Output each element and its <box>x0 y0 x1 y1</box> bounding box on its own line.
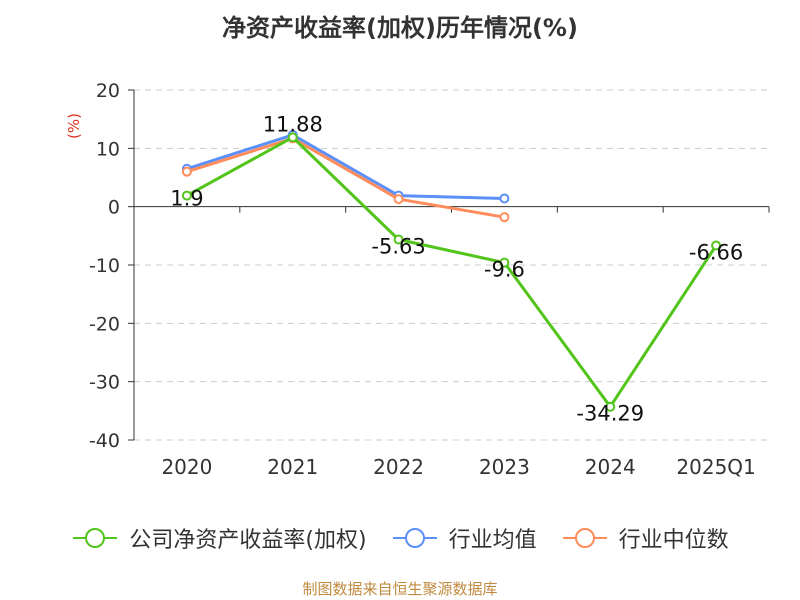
data-point <box>287 132 298 143</box>
x-tick-label: 2022 <box>373 455 424 479</box>
data-source-note: 制图数据来自恒生聚源数据库 <box>302 580 498 598</box>
data-label: -9.6 <box>484 258 525 282</box>
y-tick-label: -40 <box>89 430 120 452</box>
data-point <box>605 401 616 412</box>
legend-label-company-roe: 公司净资产收益率(加权) <box>129 528 367 553</box>
y-tick-label: 20 <box>96 80 120 102</box>
x-tick-label: 2023 <box>479 455 530 479</box>
series-line <box>186 133 505 200</box>
legend-line-marker-icon <box>392 528 437 548</box>
data-point <box>393 234 404 245</box>
legend-line-marker-icon <box>562 528 607 548</box>
data-label: -5.63 <box>371 235 425 259</box>
x-tick-label: 2025Q1 <box>676 455 755 479</box>
legend-label-industry-median: 行业中位数 <box>618 528 729 553</box>
y-tick-label: 10 <box>96 138 120 160</box>
data-point <box>499 193 510 204</box>
legend-line-marker-icon <box>73 528 118 548</box>
y-axis-label: (%) <box>65 113 83 139</box>
data-point <box>181 166 192 177</box>
chart-legend: 公司净资产收益率(加权) 行业均值 行业中位数 <box>0 520 800 556</box>
y-tick-label: -20 <box>89 313 120 335</box>
y-tick-label: -30 <box>89 372 120 394</box>
chart-title: 净资产收益率(加权)历年情况(%) <box>222 14 578 42</box>
data-label: 11.88 <box>263 112 323 136</box>
x-tick-label: 2020 <box>161 455 212 479</box>
y-tick-label: 0 <box>108 197 120 219</box>
x-tick-label: 2021 <box>267 455 318 479</box>
x-tick-label: 2024 <box>585 455 636 479</box>
data-point <box>499 257 510 268</box>
data-label: -34.29 <box>576 402 644 426</box>
data-point <box>393 194 404 205</box>
data-point <box>711 240 722 251</box>
legend-label-industry-mean: 行业均值 <box>448 528 537 553</box>
data-label: 1.9 <box>170 187 203 211</box>
data-point <box>499 212 510 223</box>
data-label: -6.66 <box>689 241 743 265</box>
legend-item-industry-mean[interactable]: 行业均值 <box>391 522 537 554</box>
legend-item-industry-median[interactable]: 行业中位数 <box>561 522 729 554</box>
y-tick-label: -10 <box>89 255 120 277</box>
data-point <box>181 190 192 201</box>
series-line <box>186 135 718 409</box>
legend-item-company-roe[interactable]: 公司净资产收益率(加权) <box>71 522 367 554</box>
series-line <box>186 136 505 219</box>
